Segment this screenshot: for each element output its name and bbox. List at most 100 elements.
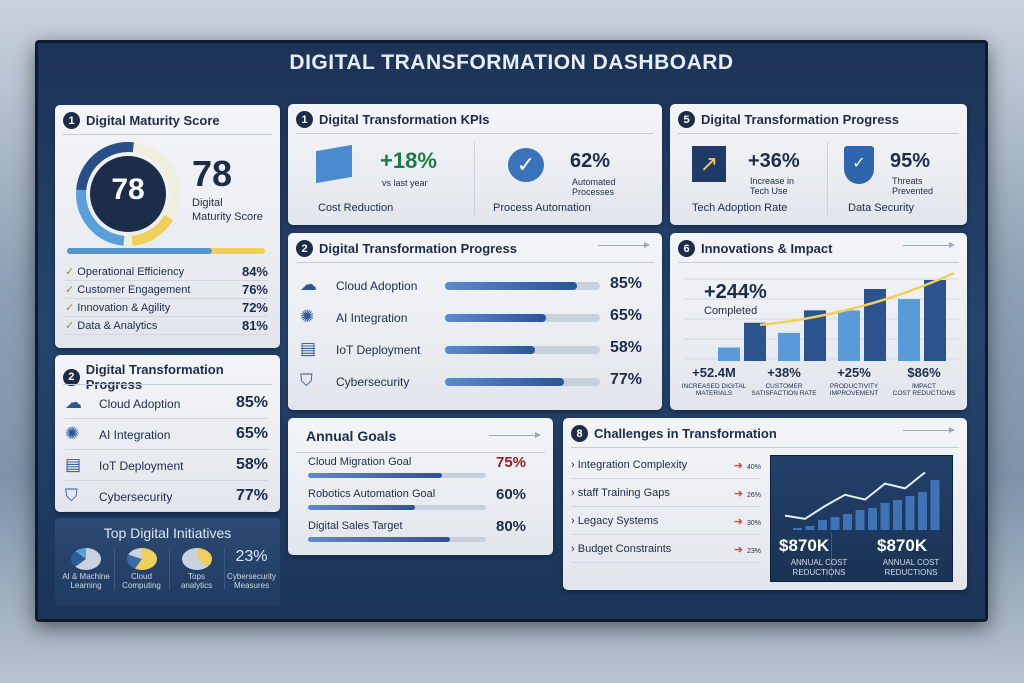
panel-title: Challenges in Transformation <box>594 426 777 441</box>
challenge-item[interactable]: › Integration Complexity ➜ 40% <box>571 452 761 479</box>
challenge-value: 26% <box>746 491 761 499</box>
impact-stat: +25% PRODUCTIVITY IMPROVEMENT <box>818 365 890 397</box>
initiative-item: Tops analytics <box>169 548 223 590</box>
item-label: AI Integration <box>99 428 171 442</box>
stat-label: SATISFACTION RATE <box>751 390 817 397</box>
section-number: 2 <box>63 368 80 386</box>
innovations-bar-chart <box>684 271 959 361</box>
challenge-item[interactable]: › Legacy Systems ➜ 30% <box>571 508 761 535</box>
challenge-label: Legacy Systems <box>577 515 659 527</box>
kpi-label: Cost Reduction <box>318 202 394 214</box>
pie-icon <box>181 548 212 570</box>
stat-value: +25% <box>837 365 871 380</box>
stat-label: IMPROVEMENT <box>829 390 879 397</box>
progress-item: ⛉ Cybersecurity 77% <box>300 369 650 395</box>
cost-reduction-value: +18% <box>380 148 437 173</box>
cost-label: ANNUAL COST <box>882 558 940 567</box>
progress-item: ▤ IoT Deployment 58% <box>65 450 268 481</box>
chart-bar <box>898 299 920 361</box>
panel-title: Innovations & Impact <box>701 241 833 256</box>
challenge-label: Integration Complexity <box>577 459 688 471</box>
progress-item: ✺ AI Integration 65% <box>300 305 650 331</box>
cloud-icon: ☁ <box>300 275 317 294</box>
check-icon: ✓ <box>65 302 78 314</box>
maturity-item: ✓ Data & Analytics 81% <box>65 317 268 335</box>
check-icon: ✓ <box>65 320 78 332</box>
initiative-label: Cybersecurity <box>227 572 276 581</box>
chart-bar <box>838 310 860 361</box>
item-label: AI Integration <box>336 311 408 325</box>
dashboard-title: DIGITAL TRANSFORMATION DASHBOARD <box>289 51 734 74</box>
initiative-label: Measures <box>233 581 270 590</box>
digital-maturity-panel: 1 Digital Maturity Score 78 78 Digital Ma… <box>55 105 280 348</box>
down-arrow-icon: ➜ <box>733 487 743 500</box>
brain-icon: ✺ <box>300 307 315 326</box>
mini-bar <box>793 528 802 530</box>
panel-title: Annual Goals <box>306 428 397 444</box>
challenges-panel: 8 Challenges in Transformation › Integrat… <box>563 418 967 590</box>
router-icon: ▤ <box>65 455 82 474</box>
kpi-sub: Tech Use <box>750 186 788 196</box>
cloud-icon: ☁ <box>65 393 82 412</box>
section-number: 8 <box>571 425 588 442</box>
shield-check-icon: ✓ <box>844 146 874 184</box>
annual-goals-panel: Annual Goals Cloud Migration Goal 75% Robo… <box>288 418 553 555</box>
mini-bar <box>855 510 865 530</box>
stat-label: INCREASED DIGITAL <box>681 383 747 390</box>
mini-bar <box>905 496 915 530</box>
impact-stat: +38% CUSTOMER SATISFACTION RATE <box>748 365 820 397</box>
score-label: Maturity Score <box>192 211 263 223</box>
item-label: Data & Analytics <box>77 320 158 332</box>
challenge-value: 30% <box>746 519 761 527</box>
mini-bar <box>818 520 827 530</box>
chart-bar <box>864 289 886 361</box>
panel-title: Digital Maturity Score <box>86 113 220 128</box>
kpi-label: Data Security <box>848 202 915 214</box>
progress-bar <box>445 282 600 290</box>
check-icon: ✓ <box>65 266 78 278</box>
brain-icon: ✺ <box>65 424 80 443</box>
chart-bar <box>744 322 766 361</box>
goal-progress-bar <box>308 473 486 478</box>
initiative-label: Computing <box>122 581 161 590</box>
stat-value: +38% <box>767 365 801 380</box>
challenge-item[interactable]: › staff Training Gaps ➜ 26% <box>571 480 761 507</box>
challenge-item[interactable]: › Budget Constraints ➜ 23% <box>571 536 761 563</box>
kpi-label: Tech Adoption Rate <box>692 202 788 214</box>
chart-bar <box>778 332 800 361</box>
maturity-item: ✓ Innovation & Agility 72% <box>65 299 268 317</box>
initiative-label: Learning <box>70 581 102 590</box>
item-label: IoT Deployment <box>336 343 421 357</box>
growth-arrow-icon: ↗ <box>692 146 726 182</box>
down-arrow-icon: ➜ <box>733 515 743 528</box>
item-label: Cloud Adoption <box>336 279 418 293</box>
mini-bar <box>843 514 852 530</box>
section-number: 2 <box>296 240 313 257</box>
challenge-value: 23% <box>746 547 761 555</box>
panel-title: Digital Transformation Progress <box>701 112 899 127</box>
gauge-score: 78 <box>111 173 145 206</box>
maturity-gauge <box>76 142 180 246</box>
shield-icon: ⛉ <box>65 486 78 505</box>
kpi-sub: Prevented <box>892 186 934 196</box>
challenge-value: 40% <box>746 463 761 471</box>
stat-value: +52.4M <box>692 365 736 380</box>
initiative-item: Cloud Computing <box>114 548 168 590</box>
progress-bar <box>445 314 600 322</box>
progress-item: ☁ Cloud Adoption 85% <box>65 388 268 419</box>
mini-bar <box>868 508 877 530</box>
item-label: Innovation & Agility <box>77 302 171 314</box>
stat-label: COST REDUCTIONS <box>892 390 956 397</box>
headline-value: +244% <box>704 281 767 303</box>
arrow-icon <box>903 427 955 433</box>
maturity-score: 78 <box>192 153 233 194</box>
score-label: Digital <box>192 197 223 209</box>
goal-value: 75% <box>496 454 527 471</box>
progress-item: ☁ Cloud Adoption 85% <box>300 273 650 299</box>
initiative-label: Tops <box>188 572 205 581</box>
item-label: Customer Engagement <box>77 284 191 296</box>
trend-arrow <box>759 271 955 327</box>
top-initiatives-panel: Top Digital Initiatives AI & Machine Lear… <box>55 518 280 606</box>
chevron-right-icon: › <box>571 487 578 499</box>
shield-icon: ⛉ <box>300 371 313 390</box>
